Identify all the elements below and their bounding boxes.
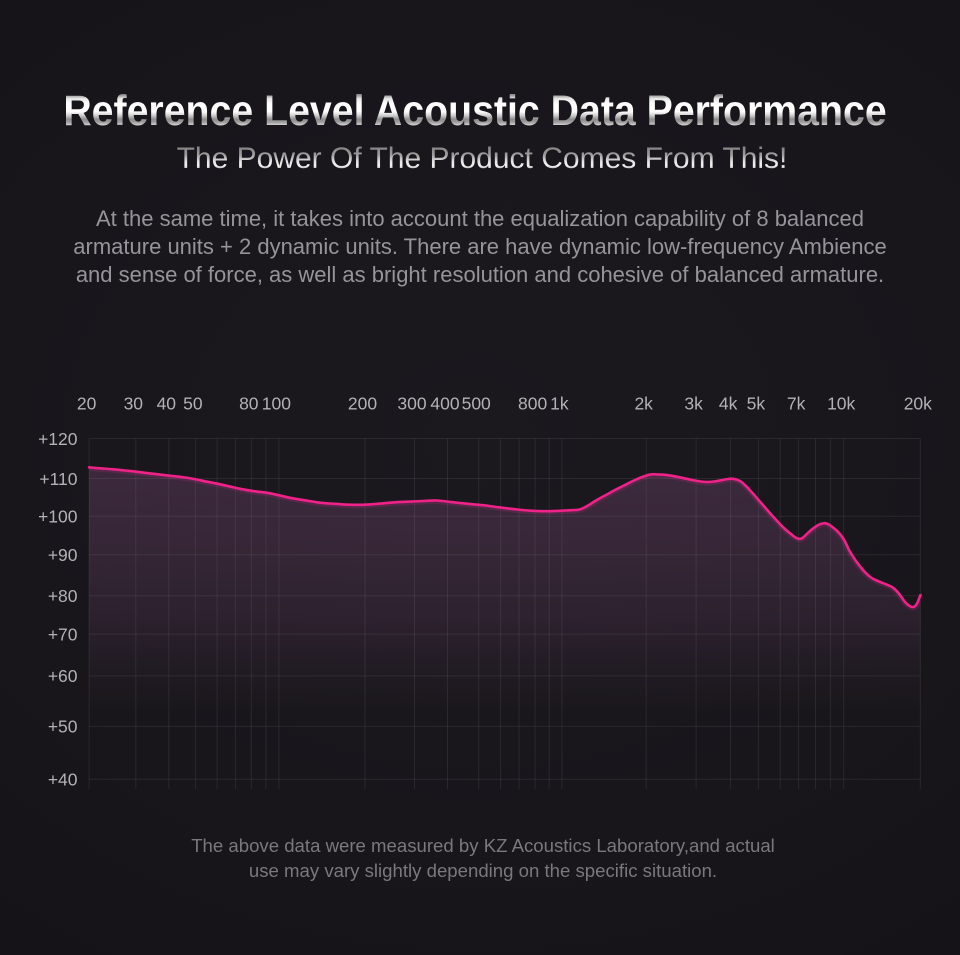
svg-text:200: 200 bbox=[348, 394, 377, 414]
svg-text:300: 300 bbox=[397, 394, 426, 414]
svg-text:30: 30 bbox=[124, 394, 144, 414]
svg-text:+90: +90 bbox=[48, 545, 78, 565]
svg-text:10k: 10k bbox=[827, 394, 855, 414]
svg-text:+60: +60 bbox=[48, 666, 78, 686]
svg-text:20k: 20k bbox=[904, 394, 932, 414]
svg-text:800: 800 bbox=[518, 394, 547, 414]
svg-text:+100: +100 bbox=[38, 507, 78, 527]
svg-text:5k: 5k bbox=[747, 394, 766, 414]
svg-text:20: 20 bbox=[77, 394, 97, 414]
svg-text:3k: 3k bbox=[684, 394, 703, 414]
svg-text:+120: +120 bbox=[38, 429, 78, 449]
svg-text:2k: 2k bbox=[634, 394, 653, 414]
svg-text:80: 80 bbox=[239, 394, 259, 414]
svg-text:4k: 4k bbox=[719, 394, 738, 414]
svg-text:+40: +40 bbox=[48, 770, 78, 790]
svg-text:+110: +110 bbox=[39, 469, 77, 489]
svg-text:1k: 1k bbox=[550, 394, 569, 414]
svg-text:500: 500 bbox=[462, 394, 491, 414]
svg-text:40: 40 bbox=[157, 394, 177, 414]
svg-text:100: 100 bbox=[262, 394, 291, 414]
svg-text:7k: 7k bbox=[787, 394, 806, 414]
svg-text:50: 50 bbox=[183, 394, 203, 414]
svg-text:+80: +80 bbox=[48, 586, 78, 606]
svg-text:400: 400 bbox=[430, 394, 459, 414]
svg-text:+70: +70 bbox=[48, 624, 78, 644]
svg-text:+50: +50 bbox=[48, 717, 78, 737]
